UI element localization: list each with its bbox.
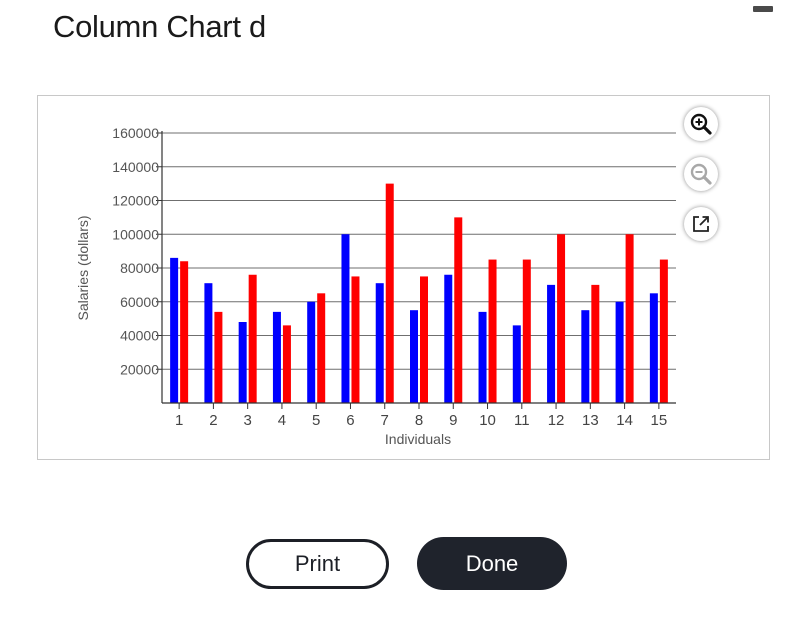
bar-series1-12 <box>547 284 556 403</box>
x-tick-label: 12 <box>548 412 565 429</box>
bar-series2-2 <box>214 311 223 403</box>
y-tick-label: 100000 <box>112 226 159 242</box>
minimize-icon[interactable] <box>753 6 773 12</box>
bar-series1-8 <box>410 310 418 403</box>
bar-series1-10 <box>478 311 487 403</box>
x-tick-label: 8 <box>415 412 423 429</box>
x-tick-labels: 1 2 3 4 5 6 7 8 9 10 11 12 13 14 15 <box>175 412 667 429</box>
zoom-out-icon <box>690 163 712 185</box>
popout-button[interactable] <box>684 207 718 241</box>
x-tick-label: 2 <box>209 412 217 429</box>
bar-series2-3 <box>248 274 257 403</box>
bar-series2-13 <box>591 284 600 403</box>
bar-series1-14 <box>615 301 624 403</box>
bar-series1-4 <box>272 311 281 403</box>
y-tick-label: 160000 <box>112 125 159 141</box>
x-tick-label: 3 <box>243 412 251 429</box>
gridlines <box>162 132 676 370</box>
x-axis-label: Individuals <box>385 431 451 447</box>
bar-series1-3 <box>238 322 247 403</box>
bar-series1-11 <box>512 325 521 403</box>
x-tick-label: 9 <box>449 412 457 429</box>
x-tick-label: 15 <box>651 412 668 429</box>
done-button[interactable]: Done <box>417 537 567 590</box>
bar-series2-12 <box>557 234 566 403</box>
bar-series1-15 <box>649 293 658 403</box>
y-tick-labels: 20000 40000 60000 80000 100000 120000 140000 16… <box>112 125 159 377</box>
zoom-in-icon <box>690 113 712 135</box>
y-tick-label: 80000 <box>120 260 159 276</box>
axes <box>156 131 676 409</box>
bar-series1-5 <box>307 301 316 403</box>
y-axis-label: Salaries (dollars) <box>75 215 91 320</box>
y-tick-label: 60000 <box>120 294 159 310</box>
x-tick-label: 4 <box>278 412 286 429</box>
x-tick-label: 6 <box>346 412 354 429</box>
x-tick-label: 1 <box>175 412 183 429</box>
bar-series2-5 <box>317 293 326 403</box>
bar-series2-4 <box>282 325 291 403</box>
bar-series2-8 <box>420 276 428 403</box>
bars <box>170 183 668 403</box>
bar-series2-7 <box>385 183 394 403</box>
y-tick-label: 120000 <box>112 193 159 209</box>
x-tick-label: 14 <box>616 412 633 429</box>
bar-series1-7 <box>375 283 384 403</box>
bar-series2-15 <box>659 259 668 403</box>
x-tick-label: 5 <box>312 412 320 429</box>
bar-series2-14 <box>625 234 634 403</box>
column-chart: 2000040000600008000010000012000014000016… <box>75 125 676 447</box>
bar-series2-6 <box>351 276 360 403</box>
x-tick-label: 7 <box>381 412 389 429</box>
y-tick-label: 140000 <box>112 159 159 175</box>
bar-series1-1 <box>170 257 179 403</box>
external-link-icon <box>693 216 709 232</box>
bar-series2-9 <box>454 217 463 403</box>
bar-series2-1 <box>180 261 189 403</box>
x-tick-label: 10 <box>479 412 496 429</box>
bar-series1-13 <box>581 310 590 403</box>
page-title: Column Chart d <box>53 9 266 44</box>
bar-series1-6 <box>341 234 350 403</box>
bar-series2-11 <box>522 259 531 403</box>
zoom-out-button[interactable] <box>684 157 718 191</box>
chart-panel: 20000 40000 60000 80000 100000 120000 140000 16… <box>37 95 770 460</box>
y-tick-label: 40000 <box>120 328 159 344</box>
zoom-in-button[interactable] <box>684 107 718 141</box>
bar-series1-2 <box>204 283 213 403</box>
y-tick-label: 20000 <box>120 361 159 377</box>
x-tick-label: 13 <box>582 412 599 429</box>
x-tick-label: 11 <box>514 412 530 429</box>
bar-series1-9 <box>444 274 453 403</box>
bar-series2-10 <box>488 259 497 403</box>
print-button[interactable]: Print <box>246 539 389 589</box>
